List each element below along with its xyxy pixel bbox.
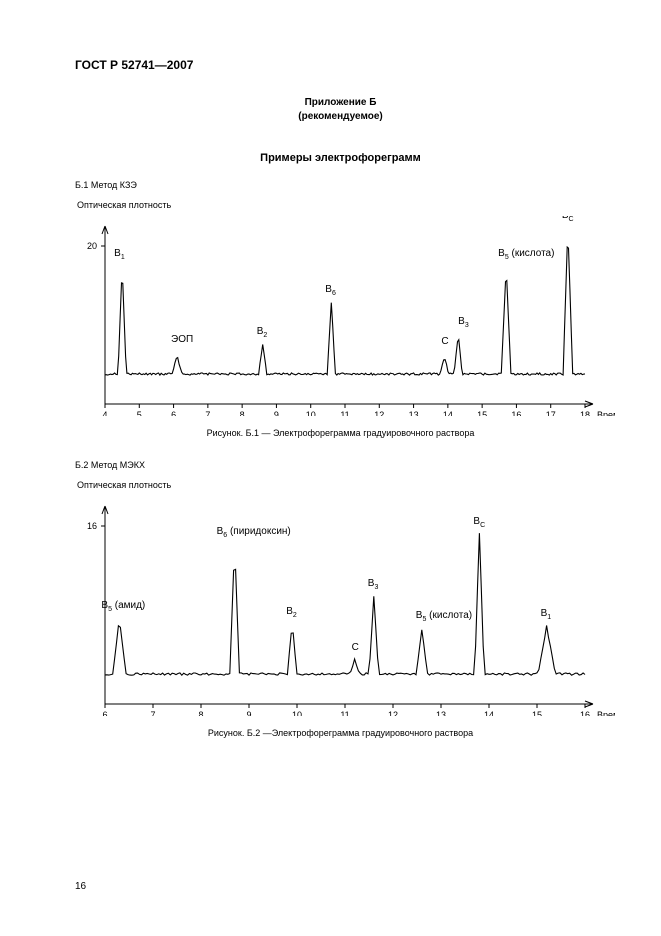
svg-text:Время, мин: Время, мин xyxy=(597,710,615,716)
svg-text:20: 20 xyxy=(87,241,97,251)
svg-text:B1: B1 xyxy=(114,248,125,261)
chart1-caption: Рисунок. Б.1 — Электрофореграмма градуир… xyxy=(75,428,606,438)
svg-text:16: 16 xyxy=(87,521,97,531)
chart1-container: 20456789101112131415161718Время, минB1ЭО… xyxy=(75,216,606,416)
svg-text:11: 11 xyxy=(340,410,349,416)
svg-text:7: 7 xyxy=(205,410,210,416)
subsection-b2: Б.2 Метод МЭКХ xyxy=(75,460,606,470)
svg-text:18: 18 xyxy=(580,410,590,416)
chart1-svg: 20 4 5 6 7 8 9 10 11 12 13 14 15 16 17 18 Время, мин B1 ЭО… xyxy=(75,216,615,416)
appendix-line1: Приложение Б xyxy=(305,97,377,108)
svg-text:B5 (кислота): B5 (кислота) xyxy=(498,248,554,261)
chart2-svg: 16 6 7 8 9 10 11 12 13 14 15 16 Время, мин B5 (амид) B… xyxy=(75,496,615,716)
svg-text:6: 6 xyxy=(171,410,176,416)
svg-text:13: 13 xyxy=(409,410,419,416)
svg-text:C: C xyxy=(352,642,359,653)
svg-text:4: 4 xyxy=(102,410,107,416)
svg-text:B5 (кислота): B5 (кислота) xyxy=(416,610,472,623)
svg-text:16: 16 xyxy=(511,410,521,416)
svg-text:8: 8 xyxy=(240,410,245,416)
svg-text:16: 16 xyxy=(580,710,590,716)
svg-text:B2: B2 xyxy=(286,606,297,619)
svg-text:B5 (амид): B5 (амид) xyxy=(101,600,145,613)
svg-text:BC: BC xyxy=(473,516,485,529)
svg-text:B3: B3 xyxy=(458,316,469,329)
chart2-container: 16678910111213141516Время, минB5 (амид)B… xyxy=(75,496,606,716)
svg-text:BC: BC xyxy=(562,216,574,223)
chart2-ylabel: Оптическая плотность xyxy=(77,480,606,490)
svg-text:11: 11 xyxy=(340,710,349,716)
svg-text:9: 9 xyxy=(246,710,251,716)
svg-text:7: 7 xyxy=(150,710,155,716)
section-title: Примеры электрофореграмм xyxy=(75,152,606,164)
svg-text:6: 6 xyxy=(102,710,107,716)
svg-text:12: 12 xyxy=(374,410,384,416)
svg-text:B1: B1 xyxy=(541,608,552,621)
svg-text:17: 17 xyxy=(546,410,556,416)
svg-text:14: 14 xyxy=(443,410,453,416)
svg-text:B3: B3 xyxy=(368,578,379,591)
page-number: 16 xyxy=(75,881,86,892)
svg-text:10: 10 xyxy=(292,710,302,716)
svg-text:C: C xyxy=(441,336,448,347)
svg-text:15: 15 xyxy=(477,410,487,416)
svg-text:B2: B2 xyxy=(257,326,268,339)
subsection-b1: Б.1 Метод КЗЭ xyxy=(75,180,606,190)
svg-text:9: 9 xyxy=(274,410,279,416)
svg-text:10: 10 xyxy=(306,410,316,416)
svg-text:B6: B6 xyxy=(325,284,336,297)
svg-text:Время, мин: Время, мин xyxy=(597,410,615,416)
svg-text:ЭОП: ЭОП xyxy=(171,334,193,345)
appendix-line2: (рекомендуемое) xyxy=(298,111,382,122)
svg-text:14: 14 xyxy=(484,710,494,716)
svg-text:13: 13 xyxy=(436,710,446,716)
chart2-caption: Рисунок. Б.2 —Электрофореграмма градуиро… xyxy=(75,728,606,738)
svg-text:15: 15 xyxy=(532,710,542,716)
svg-text:12: 12 xyxy=(388,710,398,716)
appendix-title: Приложение Б (рекомендуемое) xyxy=(75,96,606,124)
svg-text:8: 8 xyxy=(198,710,203,716)
document-header: ГОСТ Р 52741—2007 xyxy=(75,58,606,72)
chart1-ylabel: Оптическая плотность xyxy=(77,200,606,210)
svg-text:5: 5 xyxy=(137,410,142,416)
svg-text:B6 (пиридоксин): B6 (пиридоксин) xyxy=(217,526,291,539)
